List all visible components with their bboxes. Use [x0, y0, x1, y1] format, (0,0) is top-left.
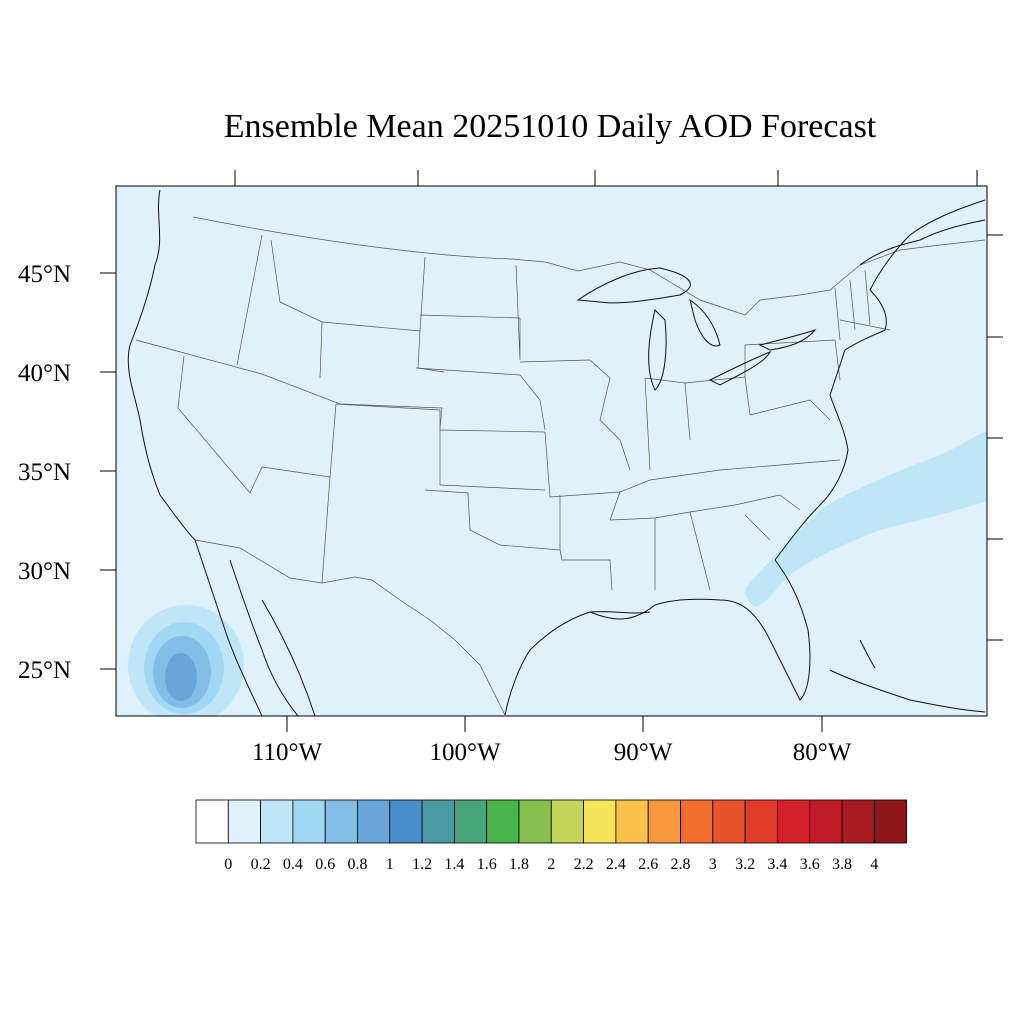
colorbar-swatch	[421, 799, 455, 844]
colorbar-label: 0.2	[251, 856, 271, 873]
lon-label: 110°W	[252, 739, 323, 766]
lat-label: 30°N	[18, 558, 71, 585]
lon-labels: 110°W 100°W 90°W 80°W	[252, 739, 852, 766]
colorbar-swatch	[453, 799, 488, 844]
colorbar-swatch	[712, 799, 746, 844]
lat-label: 35°N	[18, 459, 71, 486]
colorbar-swatch	[389, 799, 423, 844]
colorbar-swatch	[324, 799, 358, 844]
colorbar-label: 0.6	[315, 856, 335, 873]
colorbar-label: 2.6	[638, 856, 658, 873]
colorbar-swatch	[260, 799, 294, 844]
colorbar-swatch	[680, 799, 714, 844]
colorbar-label: 3.2	[735, 856, 755, 873]
colorbar-swatch	[777, 799, 811, 844]
colorbar-label: 1.8	[509, 856, 529, 873]
colorbar-label: 2.4	[606, 856, 626, 873]
lat-label: 25°N	[18, 657, 71, 684]
colorbar-swatch	[550, 799, 584, 844]
colorbar-swatch	[486, 799, 520, 844]
state-borders	[135, 216, 986, 716]
colorbar-swatch	[357, 799, 391, 844]
colorbar-swatch	[744, 799, 778, 844]
colorbar-label: 2	[547, 856, 555, 873]
colorbar-label: 1.6	[477, 856, 497, 873]
colorbar-label: 1.2	[412, 856, 432, 873]
aod-high-baja	[128, 605, 244, 716]
right-ticks	[987, 234, 1003, 641]
map-title: Ensemble Mean 20251010 Daily AOD Forecas…	[223, 108, 877, 145]
colorbar-swatch	[518, 799, 552, 844]
colorbar-swatch	[809, 799, 843, 844]
colorbar-label: 3	[709, 856, 717, 873]
colorbar-label: 0.4	[283, 856, 303, 873]
colorbar-label: 3.8	[832, 856, 852, 873]
lon-label: 80°W	[793, 739, 852, 766]
coastlines	[127, 189, 986, 716]
top-ticks	[234, 170, 978, 186]
colorbar-label: 3.4	[767, 856, 787, 873]
colorbar-swatch	[227, 799, 262, 844]
colorbar-swatch	[873, 799, 907, 844]
lat-label: 40°N	[18, 360, 71, 387]
colorbar-label: 0.8	[348, 856, 368, 873]
colorbar-label: 2.2	[574, 856, 594, 873]
colorbar-swatch	[841, 799, 875, 844]
colorbar-label: 4	[870, 856, 878, 873]
colorbar-swatch	[583, 799, 617, 844]
left-ticks	[100, 272, 116, 670]
map-frame	[115, 185, 988, 717]
colorbar-label: 1	[386, 856, 394, 873]
lat-labels: 45°N 40°N 35°N 30°N 25°N	[18, 261, 71, 684]
lon-label: 90°W	[614, 739, 673, 766]
lat-label: 45°N	[18, 261, 71, 288]
colorbar-swatch	[195, 799, 229, 844]
colorbar-label: 0	[224, 856, 232, 873]
colorbar-label: 2.8	[671, 856, 691, 873]
bottom-ticks	[286, 716, 823, 732]
map-background	[116, 186, 987, 716]
colorbar-swatch	[292, 799, 326, 844]
lon-label: 100°W	[429, 739, 500, 766]
colorbar-labels: 0 0.2 0.4 0.6 0.8 1 1.2 1.4 1.6 1.8 2 2.2 2.4 2.6 2.8 3…	[224, 856, 878, 873]
colorbar	[195, 799, 907, 844]
colorbar-label: 1.4	[444, 856, 464, 873]
colorbar-label: 3.6	[800, 856, 820, 873]
aod-plume-atlantic	[745, 430, 987, 607]
colorbar-swatch	[647, 799, 681, 844]
colorbar-swatch	[615, 799, 649, 844]
